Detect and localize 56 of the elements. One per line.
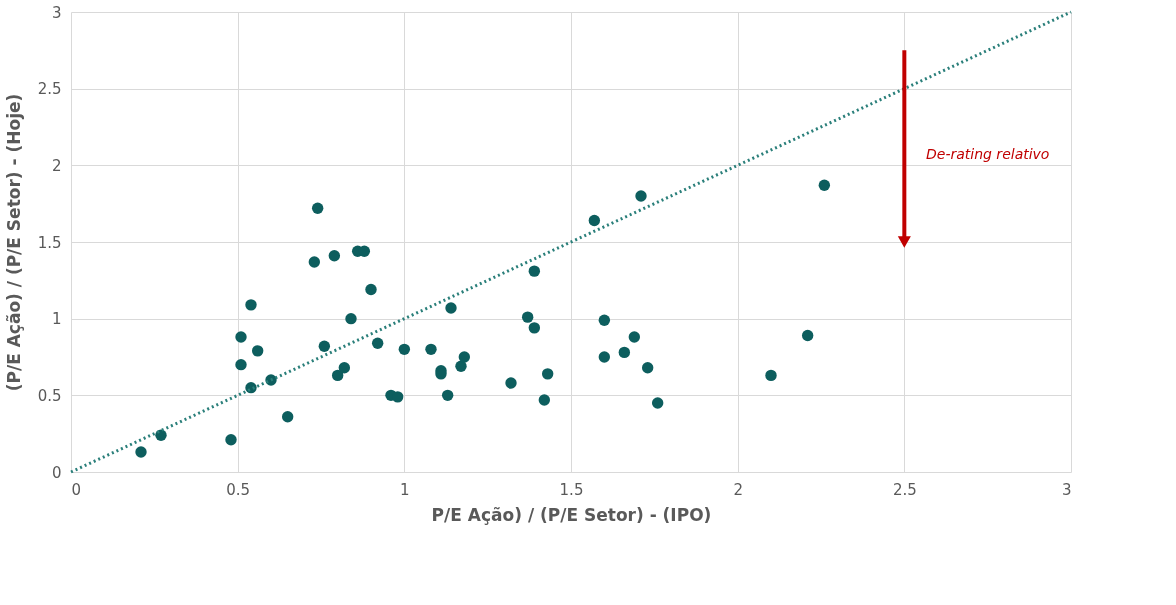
- point: [251, 345, 264, 357]
- point: [521, 311, 534, 323]
- point: [371, 337, 384, 349]
- point: [311, 202, 324, 214]
- point: [318, 340, 331, 352]
- y-tick-label: 1.5: [37, 233, 62, 252]
- x-tick-label: 2.5: [892, 480, 917, 499]
- x-tick-label: 1.5: [559, 480, 584, 499]
- point: [458, 351, 471, 363]
- annotation: De-rating relativo: [926, 145, 1050, 162]
- point: [331, 369, 344, 382]
- point: [618, 346, 631, 359]
- y-tick-label: 1: [51, 310, 62, 329]
- x-tick-label: 3: [1061, 480, 1072, 499]
- point: [245, 299, 257, 311]
- point: [455, 360, 467, 372]
- point: [598, 351, 611, 363]
- point: [225, 434, 237, 446]
- point: [235, 331, 247, 343]
- point: [765, 369, 777, 382]
- point: [801, 329, 814, 342]
- y-tick-label: 3: [51, 3, 62, 22]
- point: [635, 190, 647, 202]
- point: [135, 446, 147, 458]
- y-axis-title: (P/E Ação) / (P/E Setor) - (Hoje): [3, 93, 24, 392]
- point: [365, 283, 377, 296]
- point: [641, 362, 654, 374]
- x-tick-label: 2: [733, 480, 743, 499]
- point: [528, 322, 541, 334]
- x-tick-label: 0: [71, 480, 82, 499]
- point: [441, 389, 454, 402]
- y-tick-label: 0: [51, 463, 62, 482]
- point: [588, 214, 601, 227]
- point: [541, 368, 554, 380]
- x-axis-title: P/E Ação) / (P/E Setor) - (IPO): [431, 504, 712, 525]
- point: [818, 179, 831, 191]
- y-tick-label: 2: [51, 156, 62, 175]
- point: [651, 397, 664, 409]
- point: [598, 314, 611, 326]
- point: [528, 265, 541, 277]
- point: [308, 256, 321, 268]
- x-tick-label: 0.5: [226, 480, 251, 499]
- point: [398, 343, 411, 356]
- point: [338, 362, 351, 374]
- point: [445, 302, 457, 314]
- point: [328, 250, 341, 262]
- point: [425, 343, 437, 356]
- point: [628, 331, 641, 343]
- point: [281, 411, 294, 423]
- point: [538, 394, 551, 406]
- point: [505, 377, 517, 389]
- point: [235, 358, 247, 371]
- point: [345, 312, 357, 325]
- y-tick-label: 0.5: [37, 386, 62, 405]
- y-tick-label: 2.5: [37, 80, 62, 99]
- x-tick-label: 1: [400, 480, 410, 499]
